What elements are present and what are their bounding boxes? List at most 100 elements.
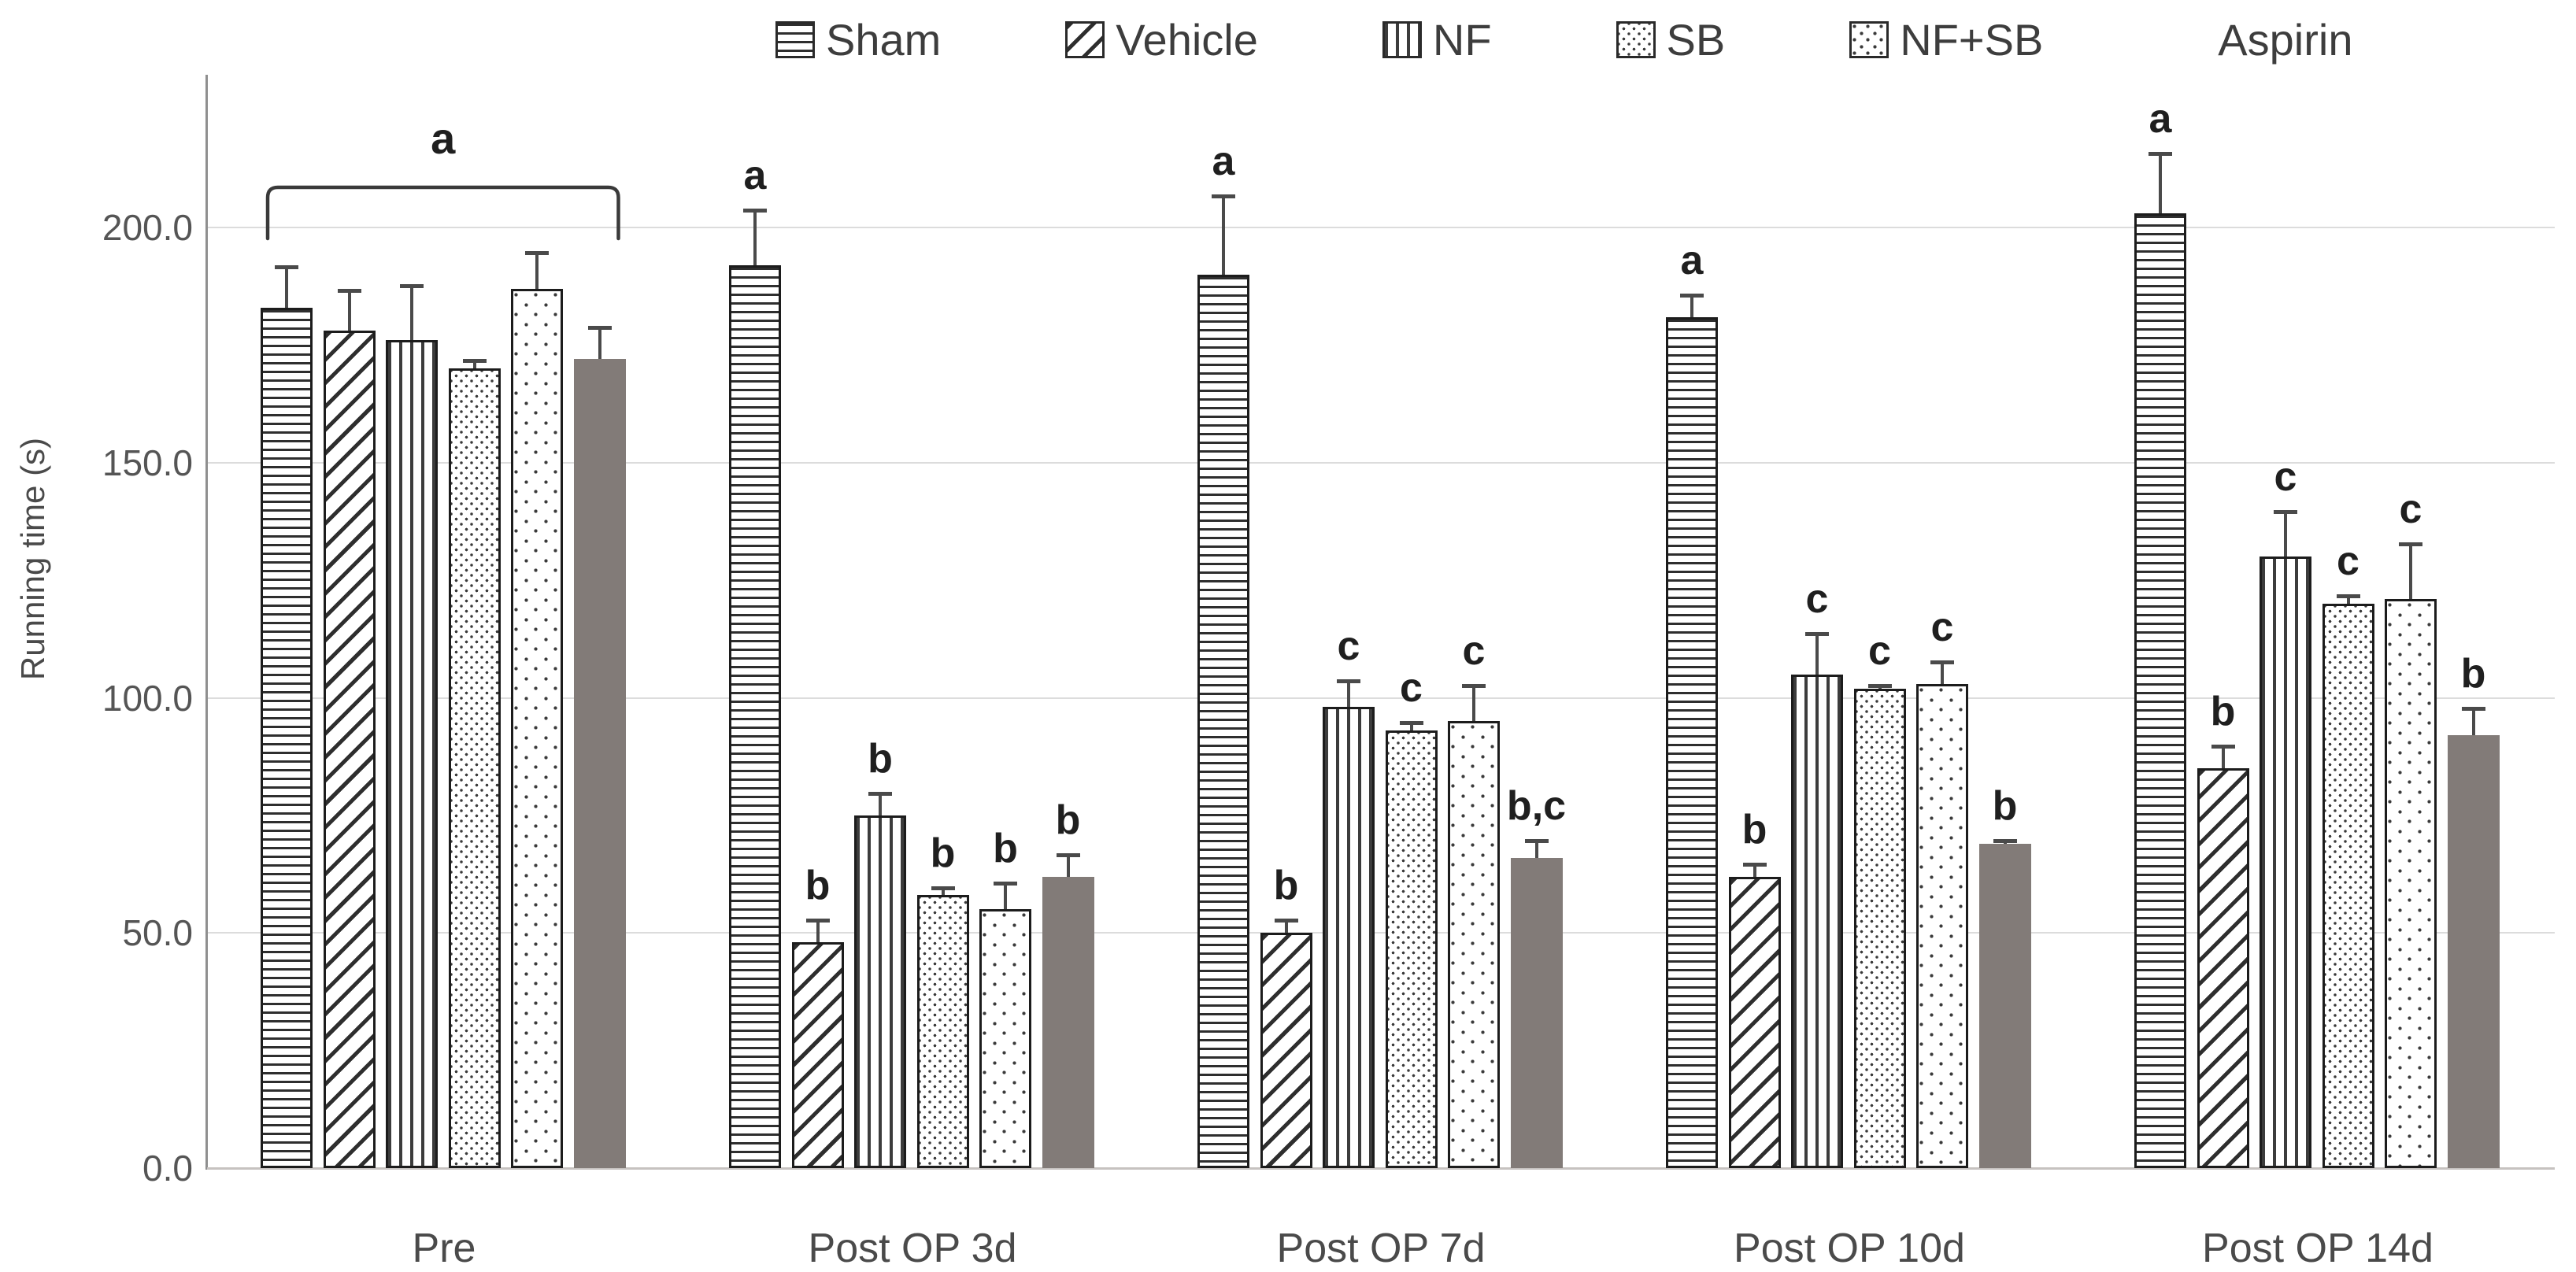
bar-sham-post-op-14d — [2134, 213, 2186, 1168]
error-bar-whisker — [2471, 707, 2475, 736]
sig-letter: c — [2274, 453, 2297, 500]
chart-legend: Sham Vehicle NF SB NF+SB Aspirin — [775, 14, 2352, 65]
legend-swatch-sham-icon — [775, 21, 815, 58]
error-bar-cap — [1056, 852, 1080, 857]
error-bar-cap — [1212, 194, 1235, 199]
bar-sb-post-op-10d — [1853, 688, 1906, 1168]
bar-sb-pre — [448, 368, 501, 1168]
error-bar-cap — [337, 288, 361, 293]
error-bar-cap — [2461, 707, 2485, 712]
error-bar-cap — [1930, 660, 1954, 664]
bar-nf-pre — [386, 340, 438, 1168]
bar-aspirin-post-op-3d — [1042, 876, 1094, 1168]
bar-nf-post-op-7d — [1323, 707, 1375, 1168]
sig-letter: c — [1868, 627, 1891, 674]
sig-letter: b — [1741, 806, 1767, 852]
error-bar-whisker — [1472, 683, 1475, 722]
legend-item-sham: Sham — [775, 14, 941, 65]
bar-nf-sb-post-op-3d — [979, 909, 1031, 1168]
gridline-200.0 — [207, 227, 2555, 228]
legend-swatch-vehicle-icon — [1065, 21, 1105, 58]
sig-letter: a — [743, 153, 767, 199]
error-bar-cap — [1462, 683, 1486, 688]
error-bar-cap — [868, 792, 892, 796]
y-tick-label: 0.0 — [142, 1148, 193, 1189]
bar-vehicle-post-op-7d — [1260, 933, 1312, 1168]
error-bar-whisker — [285, 264, 288, 308]
error-bar-whisker — [1222, 194, 1225, 275]
error-bar-cap — [587, 326, 612, 331]
y-tick-label: 150.0 — [102, 442, 193, 483]
sig-letter: b — [1992, 782, 2018, 829]
sig-letter: b — [868, 736, 893, 782]
x-category-label-pre: Pre — [412, 1226, 476, 1271]
error-bar-cap — [2399, 542, 2422, 547]
error-bar-whisker — [1066, 852, 1070, 877]
bar-vehicle-post-op-3d — [791, 942, 844, 1168]
error-bar-whisker — [1534, 838, 1538, 858]
error-bar-whisker — [2346, 594, 2350, 604]
x-category-label-post-op-7d: Post OP 7d — [1276, 1226, 1486, 1271]
y-tick-label: 50.0 — [122, 912, 193, 954]
legend-label: Aspirin — [2218, 15, 2353, 65]
bar-sham-post-op-3d — [729, 264, 781, 1168]
error-bar-whisker — [1409, 721, 1413, 731]
x-category-label-post-op-10d: Post OP 10d — [1734, 1226, 1965, 1271]
sig-letter: c — [2399, 486, 2422, 533]
gridline-150.0 — [207, 461, 2555, 464]
error-bar-whisker — [879, 792, 882, 815]
error-bar-cap — [1524, 838, 1549, 843]
legend-item-aspirin: Aspirin — [2167, 14, 2352, 65]
error-bar-whisker — [598, 326, 601, 360]
bar-vehicle-post-op-10d — [1728, 876, 1781, 1168]
sig-letter: a — [2149, 96, 2172, 142]
bar-sb-post-op-14d — [2322, 604, 2374, 1168]
error-bar-cap — [1993, 838, 2017, 843]
bar-aspirin-post-op-7d — [1510, 857, 1563, 1168]
legend-label: Sham — [826, 15, 942, 65]
error-bar-whisker — [535, 250, 539, 289]
pre-group-bracket — [265, 185, 620, 241]
bar-sb-post-op-7d — [1385, 730, 1438, 1168]
error-bar-cap — [2274, 509, 2297, 514]
sig-letter: b — [1055, 797, 1081, 843]
error-bar-whisker — [1815, 631, 1819, 675]
legend-label: NF+SB — [1900, 15, 2044, 65]
error-bar-whisker — [1004, 881, 1007, 910]
bracket-sig-letter: a — [431, 113, 456, 163]
error-bar-whisker — [410, 283, 413, 341]
sig-letter: c — [1462, 627, 1486, 674]
bar-sham-pre — [261, 307, 313, 1168]
error-bar-cap — [525, 250, 549, 255]
error-bar-cap — [1742, 862, 1767, 867]
y-axis-title: Running time (s) — [14, 437, 51, 681]
legend-swatch-sb-icon — [1616, 21, 1656, 58]
bar-aspirin-post-op-14d — [2447, 735, 2500, 1168]
bar-nf-post-op-10d — [1791, 674, 1843, 1168]
legend-item-nf-sb: NF+SB — [1849, 14, 2043, 65]
sig-letter: b — [993, 825, 1018, 871]
error-bar-cap — [994, 881, 1017, 886]
x-category-label-post-op-3d: Post OP 3d — [808, 1226, 1017, 1271]
x-category-label-post-op-14d: Post OP 14d — [2202, 1226, 2434, 1271]
bar-sham-post-op-7d — [1197, 274, 1249, 1168]
sig-letter: b — [2210, 689, 2236, 735]
error-bar-cap — [2336, 594, 2360, 599]
error-bar-cap — [2211, 745, 2235, 749]
sig-letter: b — [2460, 651, 2486, 697]
error-bar-whisker — [1690, 293, 1693, 317]
error-bar-cap — [1337, 679, 1360, 683]
error-bar-whisker — [472, 359, 476, 369]
bar-sb-post-op-3d — [916, 895, 969, 1168]
gridline-100.0 — [207, 697, 2555, 699]
sig-letter: a — [1212, 139, 1235, 185]
error-bar-cap — [743, 209, 767, 213]
bar-sham-post-op-10d — [1666, 316, 1718, 1168]
bar-nf-sb-post-op-10d — [1916, 683, 1968, 1168]
legend-swatch-aspirin-icon — [2167, 21, 2208, 58]
legend-item-sb: SB — [1616, 14, 1725, 65]
legend-item-nf: NF — [1382, 14, 1492, 65]
sig-letter: b — [805, 863, 831, 909]
legend-label: Vehicle — [1116, 15, 1258, 65]
error-bar-whisker — [2284, 509, 2287, 557]
